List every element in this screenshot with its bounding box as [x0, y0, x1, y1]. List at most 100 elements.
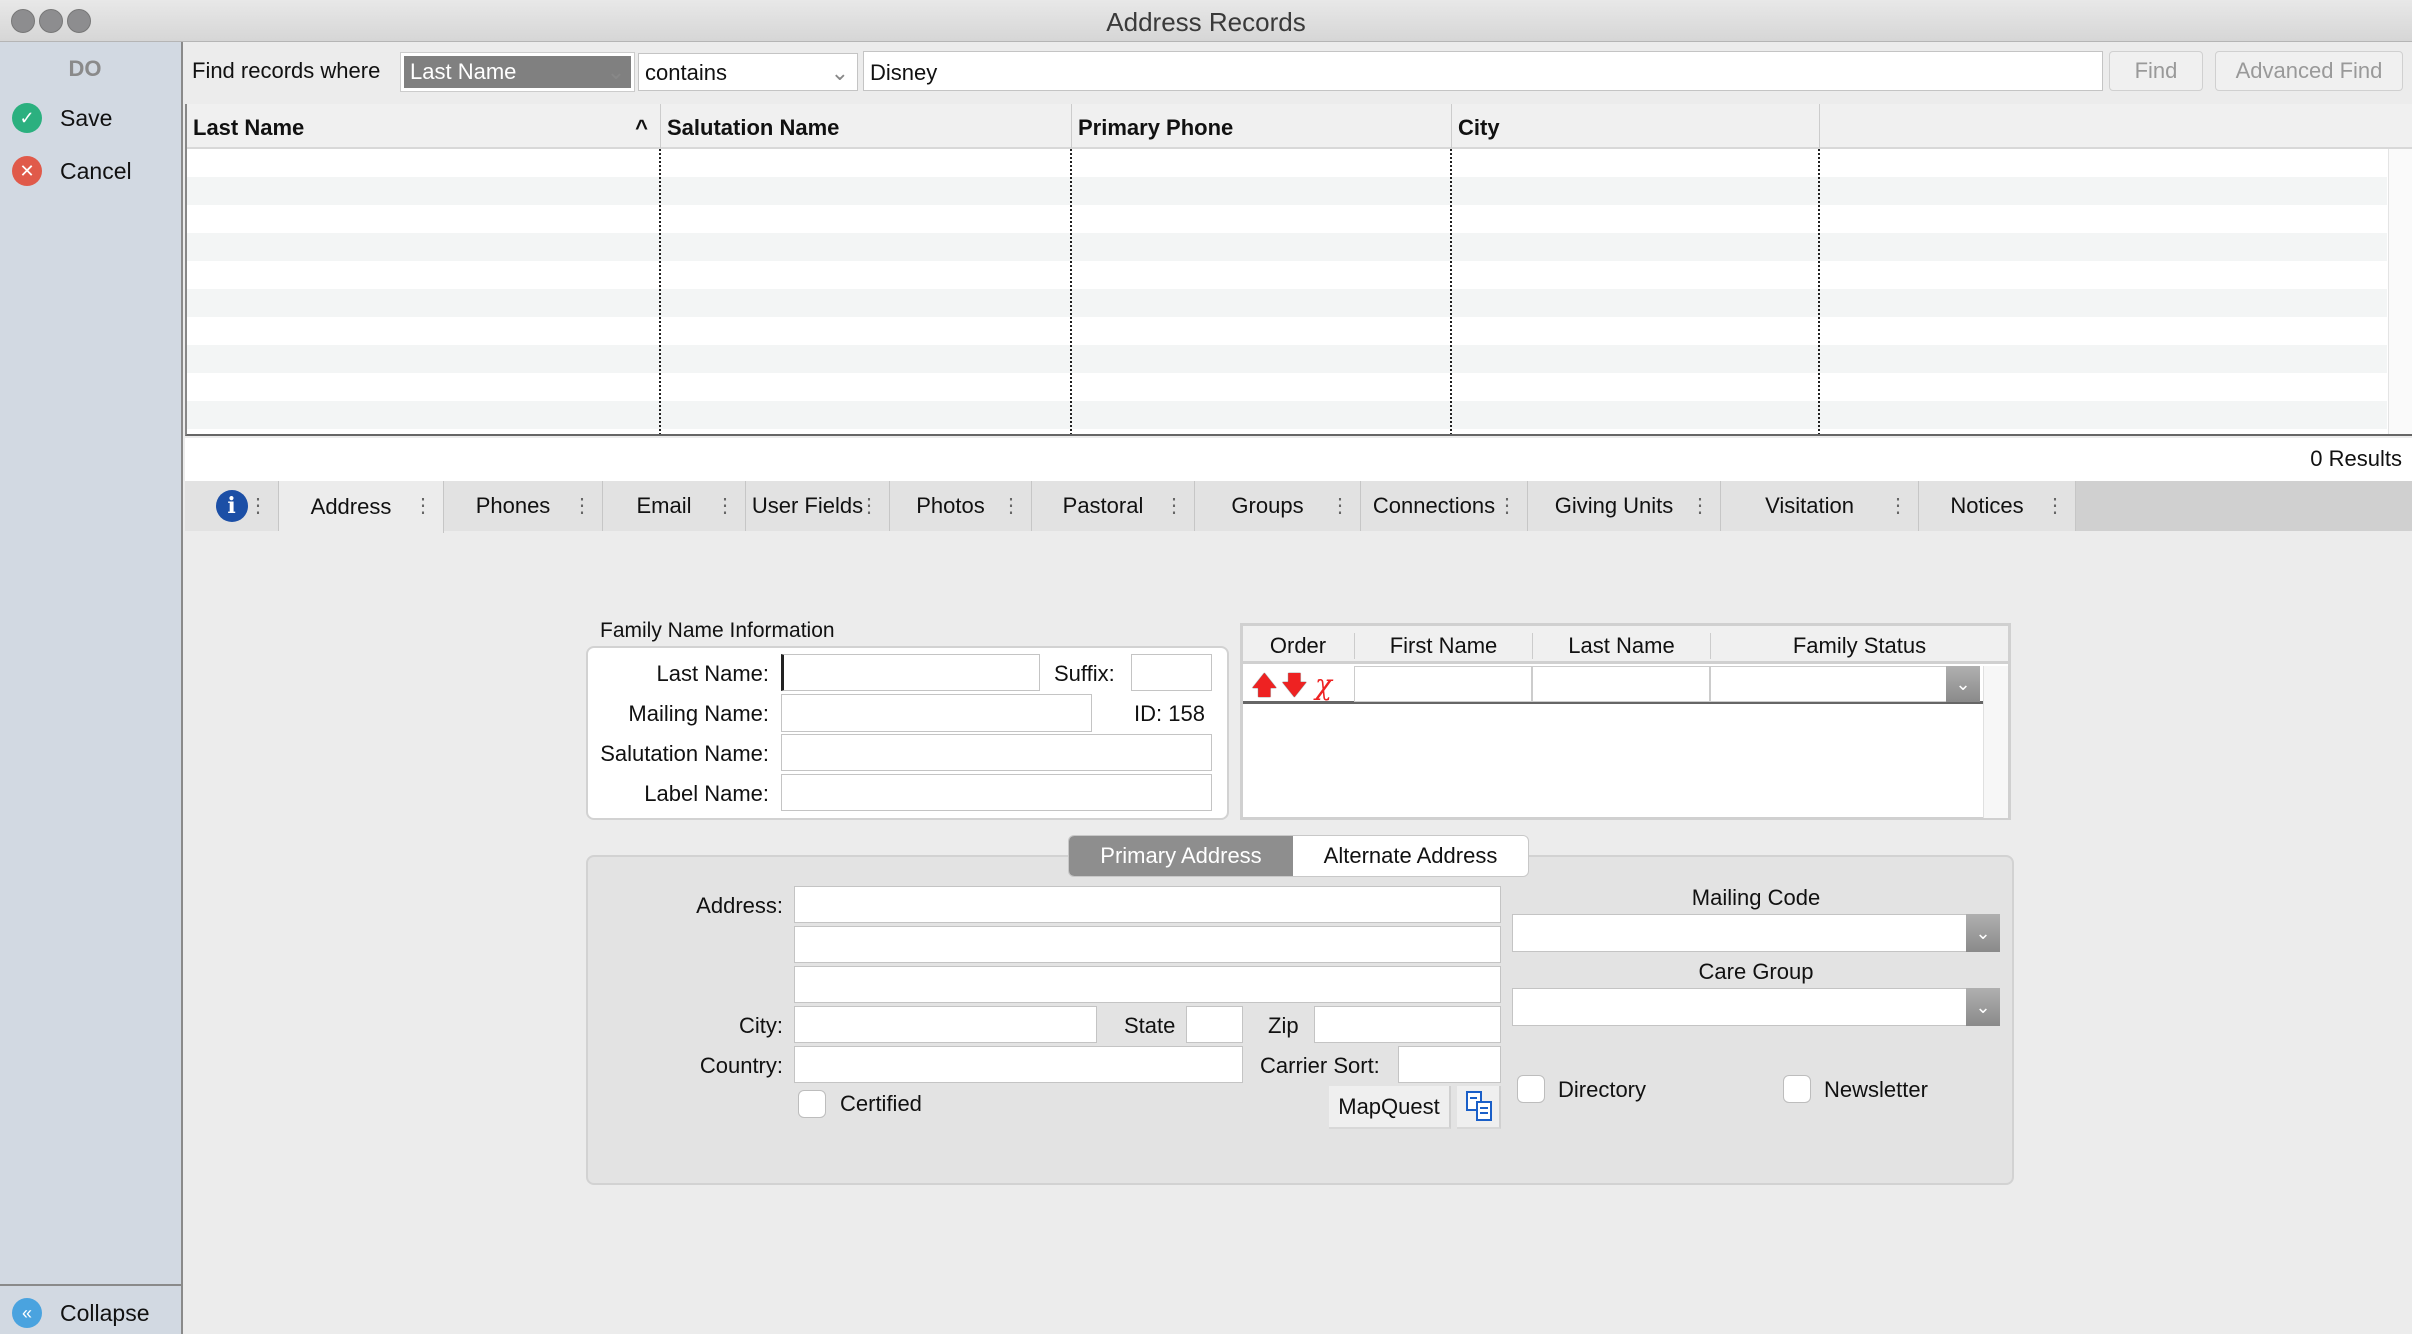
- table-row[interactable]: [187, 373, 2387, 401]
- members-scrollbar[interactable]: [1983, 666, 2008, 818]
- suffix-input[interactable]: [1131, 654, 1212, 691]
- table-row[interactable]: [187, 233, 2387, 261]
- mailing-name-label: Mailing Name:: [628, 701, 769, 726]
- results-count: 0 Results: [185, 438, 2412, 481]
- address-line-2-input[interactable]: [794, 926, 1501, 963]
- tab-menu-icon[interactable]: ⋮: [715, 495, 735, 517]
- tab-giving-units[interactable]: Giving Units ⋮: [1528, 481, 1721, 531]
- primary-address-tab[interactable]: Primary Address: [1069, 836, 1293, 876]
- table-row[interactable]: [187, 177, 2387, 205]
- save-button[interactable]: ✓ Save: [12, 103, 112, 133]
- tab-menu-icon[interactable]: ⋮: [572, 495, 592, 517]
- column-header-family-status: Family Status: [1710, 633, 2008, 659]
- tab-groups[interactable]: Groups ⋮: [1195, 481, 1361, 531]
- salutation-name-label: Salutation Name:: [600, 741, 769, 766]
- search-value-input[interactable]: Disney: [863, 51, 2103, 91]
- tab-connections[interactable]: Connections ⋮: [1361, 481, 1528, 531]
- move-down-icon[interactable]: 🡇: [1281, 670, 1308, 700]
- tab-menu-icon[interactable]: ⋮: [413, 495, 433, 517]
- address-type-segmented: Primary Address Alternate Address: [1068, 835, 1529, 877]
- column-header-primary-phone[interactable]: Primary Phone: [1071, 104, 1451, 149]
- find-bar: Find records where Last Name ⌄ contains ⌄…: [185, 42, 2412, 102]
- care-group-select[interactable]: [1512, 988, 2000, 1026]
- tab-menu-icon[interactable]: ⋮: [1888, 495, 1908, 517]
- operator-select[interactable]: contains ⌄: [638, 53, 858, 91]
- field-select[interactable]: Last Name: [400, 52, 635, 92]
- table-row[interactable]: [187, 205, 2387, 233]
- table-row[interactable]: [187, 401, 2387, 429]
- alternate-address-tab[interactable]: Alternate Address: [1323, 843, 1498, 868]
- table-row[interactable]: [187, 261, 2387, 289]
- records-grid[interactable]: Last Name ^ Salutation Name Primary Phone…: [185, 104, 2412, 436]
- column-header-city[interactable]: City: [1451, 104, 1819, 149]
- save-label: Save: [60, 104, 113, 131]
- column-divider: [1070, 149, 1072, 434]
- table-row[interactable]: [187, 345, 2387, 373]
- newsletter-checkbox[interactable]: [1783, 1075, 1811, 1103]
- tab-notices[interactable]: Notices ⋮: [1919, 481, 2076, 531]
- cancel-button[interactable]: ✕ Cancel: [12, 156, 132, 186]
- column-header-first-name: First Name: [1354, 633, 1532, 659]
- city-input[interactable]: [794, 1006, 1097, 1043]
- tab-label: Notices: [1950, 493, 2024, 518]
- delete-icon[interactable]: χ: [1315, 668, 1332, 701]
- address-line-3-input[interactable]: [794, 966, 1501, 1003]
- tab-address[interactable]: Address ⋮: [279, 481, 444, 533]
- minimize-window-button[interactable]: [39, 9, 63, 33]
- last-name-input[interactable]: [781, 654, 1040, 691]
- tab-pastoral[interactable]: Pastoral ⋮: [1032, 481, 1195, 531]
- chevron-down-icon[interactable]: ⌄: [1966, 914, 2000, 952]
- state-label: State: [1124, 1013, 1176, 1038]
- tab-menu-icon[interactable]: ⋮: [1690, 495, 1710, 517]
- family-status-select[interactable]: [1710, 666, 1980, 702]
- tab-menu-icon[interactable]: ⋮: [1001, 495, 1021, 517]
- chevron-down-icon[interactable]: ⌄: [1946, 666, 1980, 702]
- label-name-input[interactable]: [781, 774, 1212, 811]
- table-row[interactable]: [187, 149, 2387, 177]
- close-window-button[interactable]: [11, 9, 35, 33]
- tab-menu-icon[interactable]: ⋮: [1497, 495, 1517, 517]
- info-tab[interactable]: i ⋮: [185, 481, 279, 531]
- grid-scrollbar[interactable]: [2388, 149, 2412, 434]
- table-row[interactable]: [187, 289, 2387, 317]
- carrier-sort-input[interactable]: [1398, 1046, 1501, 1083]
- tab-menu-icon[interactable]: ⋮: [859, 495, 879, 517]
- certified-checkbox[interactable]: [798, 1090, 826, 1118]
- tab-phones[interactable]: Phones ⋮: [444, 481, 603, 531]
- chevron-down-icon[interactable]: ⌄: [1966, 988, 2000, 1026]
- zoom-window-button[interactable]: [67, 9, 91, 33]
- collapse-button[interactable]: « Collapse: [12, 1298, 150, 1328]
- salutation-name-input[interactable]: [781, 734, 1212, 771]
- tab-visitation[interactable]: Visitation ⋮: [1721, 481, 1919, 531]
- x-icon: ✕: [12, 156, 42, 186]
- tab-photos[interactable]: Photos ⋮: [890, 481, 1032, 531]
- column-header-last-name[interactable]: Last Name ^: [187, 104, 660, 149]
- family-members-table[interactable]: Order First Name Last Name Family Status…: [1240, 623, 2011, 820]
- zip-input[interactable]: [1314, 1006, 1501, 1043]
- address-line-1-input[interactable]: [794, 886, 1501, 923]
- copy-address-button[interactable]: [1457, 1086, 1501, 1129]
- mailing-name-input[interactable]: [781, 694, 1092, 732]
- find-button[interactable]: Find: [2109, 51, 2203, 91]
- column-header-salutation-name[interactable]: Salutation Name: [660, 104, 1071, 149]
- advanced-find-button[interactable]: Advanced Find: [2215, 51, 2403, 91]
- first-name-cell[interactable]: [1354, 666, 1532, 702]
- tab-label: Visitation: [1765, 493, 1854, 518]
- chevron-down-icon[interactable]: ⌄: [606, 59, 626, 84]
- tab-user-fields[interactable]: User Fields ⋮: [746, 481, 890, 531]
- move-up-icon[interactable]: 🡅: [1251, 670, 1278, 700]
- carrier-sort-label: Carrier Sort:: [1260, 1053, 1380, 1078]
- tab-menu-icon[interactable]: ⋮: [1164, 495, 1184, 517]
- state-input[interactable]: [1186, 1006, 1243, 1043]
- tab-menu-icon[interactable]: ⋮: [2045, 495, 2065, 517]
- directory-checkbox[interactable]: [1517, 1075, 1545, 1103]
- tab-label: Groups: [1231, 493, 1304, 518]
- tab-menu-icon[interactable]: ⋮: [1330, 495, 1350, 517]
- country-input[interactable]: [794, 1046, 1243, 1083]
- sort-ascending-icon: ^: [635, 115, 648, 140]
- last-name-cell[interactable]: [1532, 666, 1710, 702]
- tab-email[interactable]: Email ⋮: [603, 481, 746, 531]
- table-row[interactable]: [187, 317, 2387, 345]
- mapquest-button[interactable]: MapQuest: [1329, 1086, 1451, 1129]
- mailing-code-select[interactable]: [1512, 914, 2000, 952]
